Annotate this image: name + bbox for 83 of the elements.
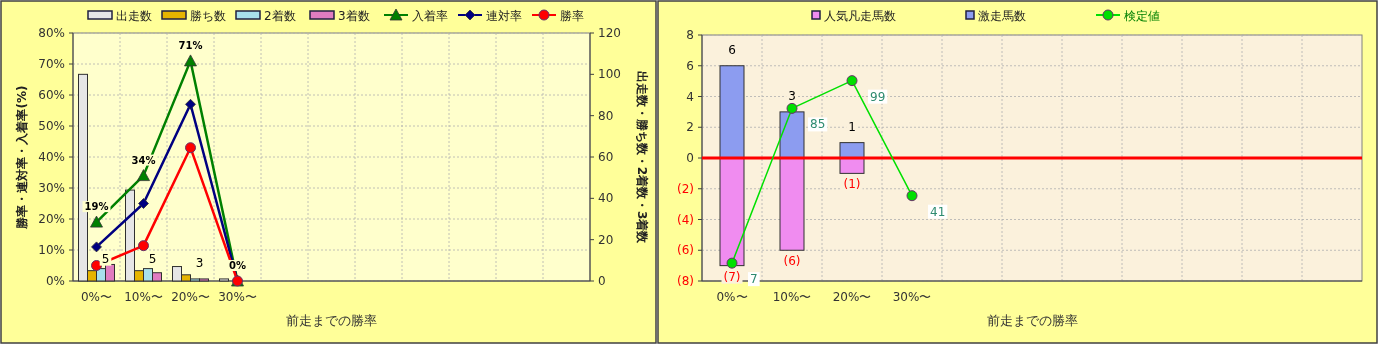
data-label: 3 — [195, 255, 204, 270]
legend-label: 勝ち数 — [190, 9, 226, 23]
data-label: 3 — [788, 88, 796, 103]
x-tick-label: 0%〜 — [716, 290, 748, 304]
y-tick-label: 50% — [38, 119, 65, 133]
legend-label: 入着率 — [412, 9, 448, 23]
point — [846, 75, 858, 87]
data-label: (7) — [723, 269, 741, 284]
point — [185, 142, 196, 154]
data-label: 5 — [101, 251, 110, 266]
y-tick-label: (2) — [677, 181, 694, 196]
y-tick-label: 40% — [38, 150, 65, 164]
data-label: (1) — [843, 177, 861, 192]
x-tick-label: 30%〜 — [892, 290, 932, 304]
legend-label: 激走馬数 — [978, 9, 1026, 23]
point — [184, 54, 197, 67]
legend-label: 人気凡走馬数 — [824, 9, 896, 23]
y-tick-label: (4) — [677, 212, 694, 227]
y-tick-label: (6) — [677, 243, 694, 258]
x-tick-label: 0%〜 — [80, 290, 113, 304]
x-tick-label: 10%〜 — [772, 290, 812, 304]
point — [91, 260, 102, 271]
point — [90, 215, 103, 228]
legend-label: 連対率 — [486, 9, 522, 23]
data-label: 71% — [178, 39, 203, 51]
y-tick-label: 10% — [38, 243, 65, 257]
x-tick-label: 30%〜 — [218, 290, 257, 304]
data-label: 99 — [870, 89, 886, 104]
point — [726, 257, 738, 269]
y-tick-label: 2 — [686, 120, 694, 135]
y-tick-label: (8) — [677, 274, 694, 288]
point — [786, 102, 798, 114]
x-axis-title: 前走までの勝率 — [286, 313, 377, 328]
y-tick-label: 30% — [38, 181, 65, 195]
point — [185, 98, 196, 110]
y2-tick-label: 60 — [598, 150, 614, 164]
y-tick-label: 8 — [686, 28, 694, 42]
bar — [719, 157, 745, 267]
point — [906, 190, 918, 202]
y-tick-label: 70% — [38, 57, 65, 71]
y-tick-label: 0 — [686, 151, 694, 165]
bar — [719, 65, 745, 159]
data-label: 19% — [84, 201, 109, 213]
x-tick-label: 10%〜 — [124, 290, 163, 304]
bar — [779, 111, 805, 159]
y-tick-label: 80% — [38, 26, 65, 40]
point — [91, 241, 102, 253]
y2-tick-label: 80 — [598, 108, 614, 123]
x-axis-title: 前走までの勝率 — [986, 313, 1078, 328]
x-tick-label: 20%〜 — [171, 290, 210, 304]
y-axis-title: 勝率・連対率・入着率(%) — [15, 85, 29, 230]
x-tick-label: 20%〜 — [832, 290, 872, 304]
y2-tick-label: 20 — [598, 232, 614, 247]
y-tick-label: 4 — [686, 89, 694, 104]
y-tick-label: 6 — [686, 58, 694, 73]
point — [138, 198, 149, 209]
legend-label: 出走数 — [116, 9, 152, 23]
point — [138, 240, 149, 252]
data-label: 1 — [848, 119, 856, 134]
data-label: 0% — [229, 260, 246, 271]
y-tick-label: 60% — [38, 88, 65, 102]
legend-label: 3着数 — [338, 9, 370, 23]
legend-label: 検定値 — [1124, 9, 1160, 23]
y-tick-label: 0% — [45, 274, 65, 288]
y2-tick-label: 120 — [598, 26, 621, 40]
bar — [219, 278, 229, 282]
bar — [839, 142, 865, 159]
point — [137, 169, 150, 181]
y2-tick-label: 100 — [598, 67, 621, 82]
y-tick-label: 20% — [38, 212, 65, 226]
data-label: (6) — [783, 254, 801, 269]
bar — [779, 157, 805, 251]
legend-label: 2着数 — [264, 9, 296, 23]
data-label: 41 — [930, 204, 946, 219]
y2-tick-label: 0 — [598, 274, 606, 288]
legend-label: 勝率 — [560, 9, 584, 23]
y2-axis-title: 出走数・勝ち数・2着数・3着数 — [635, 70, 649, 245]
data-label: 5 — [148, 251, 157, 266]
data-label: 6 — [728, 42, 736, 57]
data-label: 85 — [810, 117, 826, 132]
data-label: 34% — [131, 154, 156, 166]
y2-tick-label: 40 — [598, 191, 614, 206]
data-label: 7 — [750, 272, 758, 287]
